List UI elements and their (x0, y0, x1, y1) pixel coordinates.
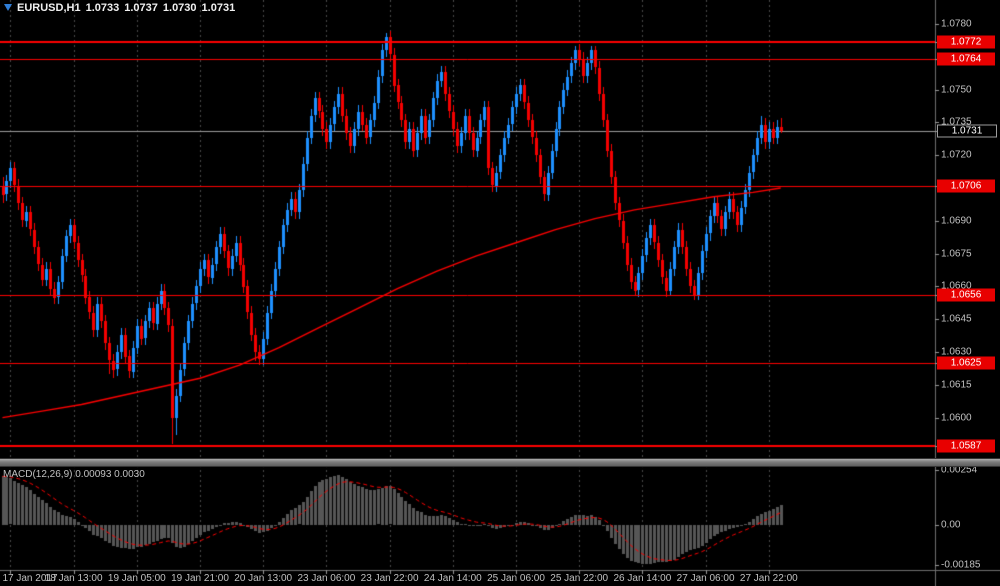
price-axis-label: 1.0780 (941, 18, 972, 30)
time-axis-label: 19 Jan 21:00 (171, 573, 229, 584)
time-axis-label: 25 Jan 22:00 (550, 573, 609, 584)
quote-low: 1.0730 (162, 2, 197, 14)
time-axis-label: 18 Jan 13:00 (44, 573, 103, 584)
macd-axis-label: 0.00254 (941, 464, 978, 476)
symbol-timeframe: EURUSD,H1 (17, 2, 81, 14)
quote-close: 1.0731 (201, 2, 236, 14)
macd-indicator-label: MACD(12,26,9) 0.00093 0.0030 (3, 469, 145, 480)
price-level-badge: 1.0625 (937, 356, 995, 370)
time-axis-label: 20 Jan 13:00 (234, 573, 293, 584)
price-level-badge: 1.0764 (937, 52, 995, 66)
price-axis-label: 1.0675 (941, 248, 972, 260)
time-axis[interactable]: 17 Jan 2017 18 Jan 13:00 19 Jan 05:00 19 Ja… (0, 571, 1000, 586)
price-axis-label: 1.0600 (941, 412, 972, 424)
price-axis-label: 1.0660 (941, 280, 972, 292)
time-axis-label: 23 Jan 06:00 (297, 573, 356, 584)
time-axis-label: 25 Jan 06:00 (487, 573, 545, 584)
price-axis-label: 1.0645 (941, 313, 972, 325)
time-axis-label: 27 Jan 06:00 (676, 573, 735, 584)
current-price-badge: 1.0731 (937, 124, 997, 138)
quote-open: 1.0733 (85, 2, 120, 14)
price-axis-label: 1.0690 (941, 215, 972, 227)
time-axis-label: 27 Jan 22:00 (739, 573, 798, 584)
macd-axis-label: 0.00 (941, 519, 961, 531)
price-axis-label: 1.0735 (941, 116, 972, 128)
time-axis-label: 24 Jan 14:00 (423, 573, 482, 584)
time-axis-label: 17 Jan 2017 (2, 573, 58, 584)
chart-symbol-icon (4, 4, 12, 11)
price-axis-label: 1.0630 (941, 346, 972, 358)
price-level-badge: 1.0706 (937, 179, 995, 193)
price-level-badge: 1.0772 (937, 35, 995, 49)
chart-title: EURUSD,H1 1.0733 1.0737 1.0730 1.0731 (17, 2, 240, 14)
price-axis-label: 1.0720 (941, 149, 972, 161)
time-axis-label: 23 Jan 22:00 (360, 573, 419, 584)
time-axis-label: 19 Jan 05:00 (107, 573, 166, 584)
quote-high: 1.0737 (124, 2, 158, 14)
price-axis[interactable]: 1.0780 1.0750 1.0735 1.0720 1.0690 1.0675 1.06… (936, 0, 1000, 570)
price-level-badge: 1.0656 (937, 288, 995, 302)
price-axis-label: 1.0615 (941, 379, 972, 391)
macd-axis-label: -0.00185 (941, 559, 981, 571)
price-level-badge: 1.0587 (937, 439, 995, 453)
time-axis-label: 26 Jan 14:00 (613, 573, 672, 584)
price-axis-label: 1.0750 (941, 84, 972, 96)
panel-separator[interactable] (0, 458, 1000, 467)
